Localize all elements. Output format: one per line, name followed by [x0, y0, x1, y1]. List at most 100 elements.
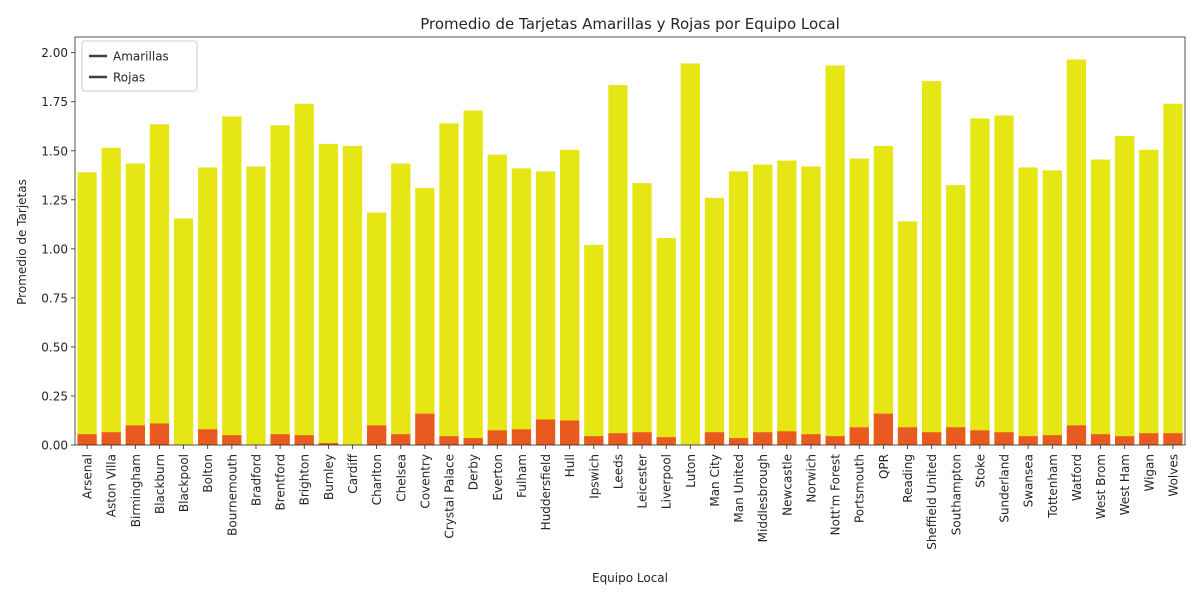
bar-rojas-portsmouth: [849, 427, 869, 445]
x-tick-label-burnley: Burnley: [322, 454, 336, 500]
x-axis: Arsenal Aston Villa Birmingham Blackburn Bla…: [81, 445, 1180, 550]
bar-amarillas-aston-villa: [101, 147, 121, 446]
x-tick-label-bradford: Bradford: [249, 454, 263, 506]
bar-rojas-coventry: [415, 413, 435, 445]
bar-rojas-liverpool: [656, 437, 676, 445]
x-tick-label-norwich: Norwich: [804, 454, 818, 503]
bar-rojas-wolves: [1163, 433, 1183, 445]
legend-label-rojas: Rojas: [113, 71, 145, 85]
x-tick-label-blackpool: Blackpool: [177, 454, 191, 512]
bar-rojas-bournemouth: [222, 435, 242, 445]
red-bars-group: [77, 413, 1183, 445]
bar-amarillas-norwich: [801, 166, 821, 445]
bar-amarillas-leeds: [608, 85, 628, 446]
y-tick-label: 0.25: [41, 389, 68, 403]
bar-rojas-everton: [487, 430, 507, 445]
bar-amarillas-ipswich: [584, 244, 604, 445]
x-tick-label-nott-m-forest: Nott'm Forest: [829, 454, 843, 536]
legend-label-amarillas: Amarillas: [113, 50, 169, 64]
bar-amarillas-portsmouth: [849, 158, 869, 445]
bar-amarillas-blackpool: [173, 218, 194, 445]
x-tick-label-fulham: Fulham: [515, 454, 529, 498]
x-tick-label-hull: Hull: [563, 454, 577, 477]
y-tick-label: 0.50: [41, 340, 68, 354]
x-tick-label-crystal-palace: Crystal Palace: [443, 454, 457, 539]
bar-amarillas-nott-m-forest: [825, 65, 845, 445]
bar-amarillas-cardiff: [342, 145, 363, 445]
bar-amarillas-qpr: [873, 145, 894, 445]
legend-box: [81, 40, 198, 92]
legend: Amarillas Rojas: [81, 40, 198, 92]
x-tick-label-aston-villa: Aston Villa: [105, 454, 119, 517]
bar-amarillas-bolton: [198, 167, 218, 445]
bar-amarillas-arsenal: [77, 172, 97, 445]
bar-amarillas-west-ham: [1115, 136, 1135, 446]
x-tick-label-brentford: Brentford: [274, 454, 288, 511]
bar-amarillas-tottenham: [1042, 170, 1062, 445]
bar-rojas-tottenham: [1042, 435, 1062, 445]
x-tick-label-west-ham: West Ham: [1118, 454, 1132, 515]
bar-rojas-middlesbrough: [753, 432, 773, 445]
bar-rojas-birmingham: [125, 425, 145, 445]
x-tick-label-sheffield-united: Sheffield United: [925, 454, 939, 550]
y-tick-label: 0.00: [41, 439, 68, 453]
x-tick-label-man-city: Man City: [708, 454, 722, 507]
x-tick-label-watford: Watford: [1070, 454, 1084, 501]
bar-rojas-norwich: [801, 434, 821, 445]
bar-rojas-fulham: [511, 429, 532, 445]
bar-amarillas-middlesbrough: [753, 164, 773, 445]
x-tick-label-bournemouth: Bournemouth: [225, 454, 239, 536]
bar-amarillas-derby: [463, 110, 483, 446]
bar-rojas-burnley: [318, 443, 339, 445]
bar-rojas-huddersfield: [535, 419, 556, 445]
x-tick-label-everton: Everton: [491, 454, 505, 501]
bar-amarillas-brighton: [294, 103, 314, 445]
x-tick-label-leeds: Leeds: [611, 454, 625, 489]
bar-amarillas-stoke: [970, 118, 990, 446]
bar-amarillas-reading: [897, 221, 918, 445]
bar-amarillas-coventry: [415, 188, 435, 446]
x-tick-label-portsmouth: Portsmouth: [853, 454, 867, 523]
x-tick-label-huddersfield: Huddersfield: [539, 454, 553, 530]
y-axis-label: Promedio de Tarjetas: [15, 179, 29, 305]
x-tick-label-wigan: Wigan: [1142, 454, 1156, 492]
x-tick-label-tottenham: Tottenham: [1046, 454, 1060, 519]
bar-rojas-brentford: [270, 434, 290, 445]
bar-amarillas-newcastle: [777, 160, 797, 446]
bar-amarillas-sheffield-united: [921, 81, 942, 445]
x-tick-label-reading: Reading: [901, 454, 915, 503]
bar-rojas-derby: [463, 438, 483, 445]
bar-rojas-arsenal: [77, 434, 97, 445]
bar-amarillas-birmingham: [125, 163, 145, 445]
x-tick-label-liverpool: Liverpool: [660, 454, 674, 509]
bar-rojas-swansea: [1018, 436, 1038, 445]
bar-amarillas-charlton: [366, 212, 387, 445]
bar-rojas-brighton: [294, 435, 314, 445]
x-tick-label-arsenal: Arsenal: [81, 454, 95, 499]
bar-rojas-west-ham: [1115, 436, 1135, 445]
x-tick-label-swansea: Swansea: [1022, 454, 1036, 507]
bar-amarillas-leicester: [632, 183, 652, 445]
y-tick-label: 2.00: [41, 46, 68, 60]
x-tick-label-luton: Luton: [684, 454, 698, 488]
x-tick-label-southampton: Southampton: [949, 454, 963, 535]
bar-rojas-newcastle: [777, 431, 797, 445]
bar-rojas-stoke: [970, 430, 990, 445]
bar-rojas-qpr: [873, 413, 894, 445]
bar-amarillas-hull: [560, 149, 580, 446]
bar-rojas-nott-m-forest: [825, 436, 845, 445]
chart-title: Promedio de Tarjetas Amarillas y Rojas p…: [420, 15, 840, 33]
bar-amarillas-luton: [680, 63, 700, 445]
bar-amarillas-fulham: [511, 168, 532, 445]
bar-amarillas-bournemouth: [222, 116, 242, 445]
x-tick-label-newcastle: Newcastle: [780, 454, 794, 516]
bar-rojas-sunderland: [994, 432, 1014, 445]
x-tick-label-man-united: Man United: [732, 454, 746, 523]
bar-rojas-sheffield-united: [921, 432, 942, 445]
bar-rojas-watford: [1066, 425, 1087, 445]
bar-amarillas-burnley: [318, 143, 339, 445]
bar-amarillas-swansea: [1018, 167, 1038, 445]
x-tick-label-birmingham: Birmingham: [129, 454, 143, 527]
bar-amarillas-bradford: [246, 166, 266, 445]
